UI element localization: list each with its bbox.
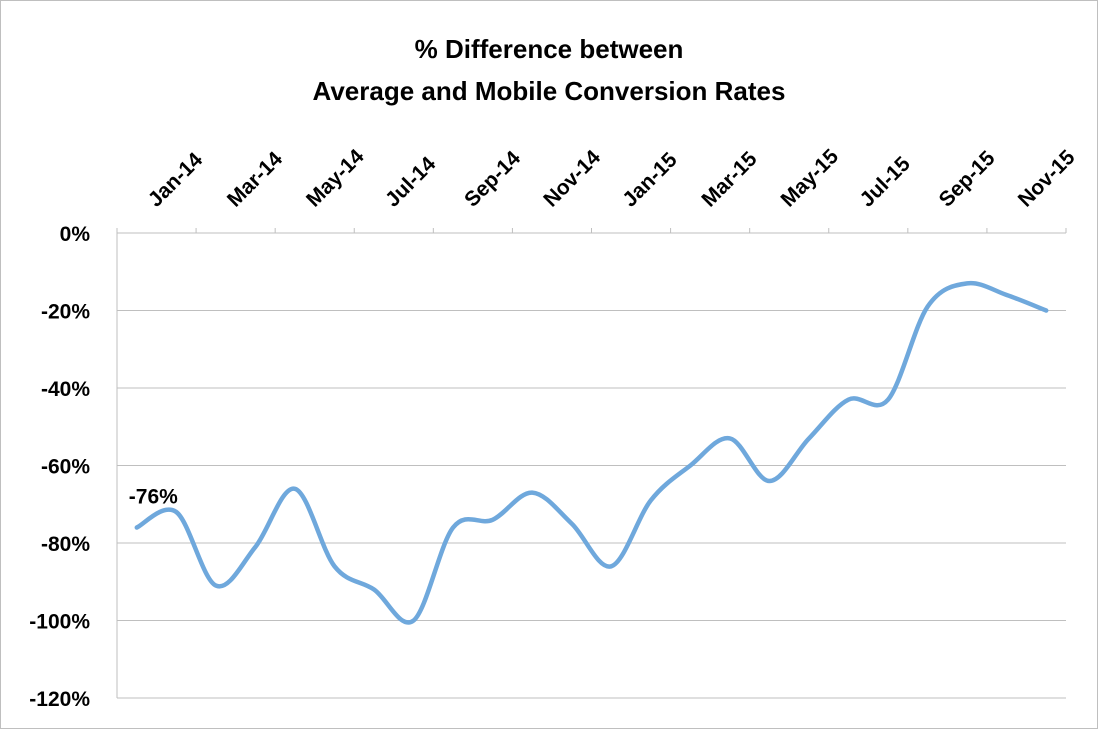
x-tick-label: Mar-14 [223,147,287,211]
x-tick-label: Sep-15 [935,146,1000,211]
y-tick-label: -120% [29,688,90,711]
x-tick-label: Sep-14 [460,146,525,211]
x-tick-label: May-15 [776,145,843,212]
y-tick-label: -80% [41,533,90,556]
x-tick-label: Jan-14 [144,148,208,212]
x-tick-label: Mar-15 [697,147,761,211]
x-tick-label: Nov-14 [539,146,605,212]
y-tick-label: 0% [60,223,91,246]
chart-title: % Difference between [414,34,684,64]
chart-subtitle: Average and Mobile Conversion Rates [312,76,786,106]
y-tick-label: -60% [41,456,90,479]
x-tick-label: Nov-15 [1014,146,1080,212]
x-tick-label: Jul-14 [381,152,440,211]
x-tick-label: May-14 [302,145,369,212]
x-tick-label: Jul-15 [856,152,915,211]
data-label: -76% [129,486,178,509]
x-tick-label: Jan-15 [618,148,682,212]
y-tick-label: -20% [41,301,90,324]
y-tick-label: -100% [29,611,90,634]
series-line [134,280,1049,625]
y-tick-label: -40% [41,378,90,401]
